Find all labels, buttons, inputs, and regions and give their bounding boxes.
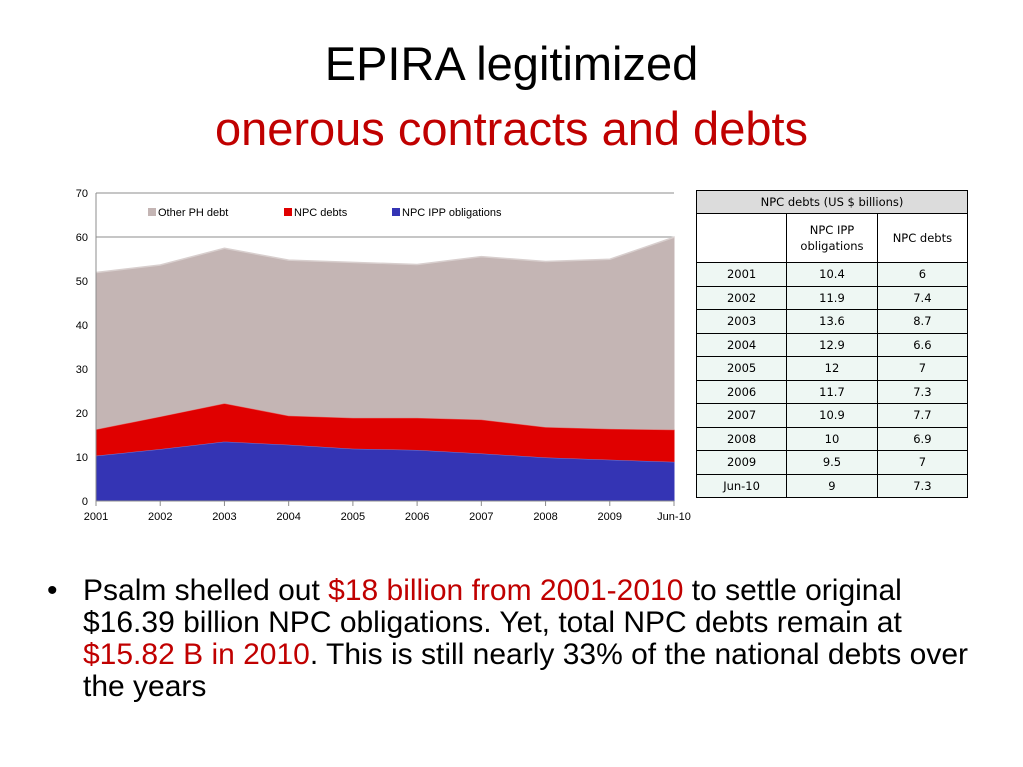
table-cell: 7.3	[876, 379, 969, 404]
legend-swatch	[284, 208, 292, 216]
y-tick-label: 10	[76, 452, 88, 464]
table-row: 2002 11.9 7.4	[695, 285, 969, 310]
table-cell: 2005	[695, 356, 788, 381]
table-cell: 6.6	[876, 332, 969, 357]
y-tick-label: 20	[76, 408, 88, 420]
y-tick-label: 70	[76, 188, 88, 200]
legend-swatch	[148, 208, 156, 216]
y-tick-label: 0	[82, 496, 88, 508]
y-tick-label: 50	[76, 276, 88, 288]
table-row: 2008 10 6.9	[695, 426, 969, 451]
x-tick-label: 2007	[469, 511, 493, 523]
table-header-ipp: NPC IPP obligations	[786, 213, 878, 263]
x-tick-label: 2008	[533, 511, 557, 523]
table-cell: 2001	[695, 262, 788, 287]
slide-title: EPIRA legitimized	[324, 37, 699, 90]
table-cell: 2002	[695, 285, 788, 310]
table-cell: 7	[876, 450, 969, 475]
y-tick-label: 60	[76, 232, 88, 244]
bullet-point: • Psalm shelled out $18 billion from 200…	[47, 575, 977, 703]
table-cell: 13.6	[786, 309, 878, 334]
table-cell: 11.7	[786, 379, 878, 404]
table-cell: 9	[786, 473, 878, 498]
x-tick-label: 2004	[276, 511, 300, 523]
x-tick-label: 2003	[212, 511, 236, 523]
table-row: 2006 11.7 7.3	[695, 379, 969, 404]
table-row: 2003 13.6 8.7	[695, 309, 969, 334]
table-cell: 7.3	[876, 473, 969, 498]
legend-label: NPC debts	[294, 207, 348, 219]
table-cell: 7	[876, 356, 969, 381]
x-tick-label: 2006	[405, 511, 429, 523]
table-row: 2009 9.5 7	[695, 450, 969, 475]
y-tick-labels: 0 10 20 30 40 50 60 70	[76, 188, 88, 508]
bullet-text: Psalm shelled out $18 billion from 2001-…	[83, 575, 977, 703]
table-cell: 2009	[695, 450, 788, 475]
y-tick-label: 30	[76, 364, 88, 376]
table-row: 2007 10.9 7.7	[695, 403, 969, 428]
legend-label: Other PH debt	[158, 207, 228, 219]
legend-swatch	[392, 208, 400, 216]
table-row: Jun-10 9 7.3	[695, 473, 969, 498]
bullet-text-part: to settle original $16.39 billion NPC ob…	[83, 574, 902, 639]
stacked-area-chart: 0 10 20 30 40 50 60 70 2001 2002 2003 2004 2005 2006…	[76, 188, 691, 523]
table-cell: 2004	[695, 332, 788, 357]
table-header-year	[695, 213, 788, 263]
legend: Other PH debt NPC debts NPC IPP obligation…	[148, 207, 502, 219]
x-tick-label: 2001	[84, 511, 108, 523]
bullet-highlight: $18 billion from 2001-2010	[328, 574, 684, 607]
table-cell: 2003	[695, 309, 788, 334]
table-cell: 2008	[695, 426, 788, 451]
bullet-highlight: $15.82 B in 2010	[83, 638, 310, 671]
table-row: 2005 12 7	[695, 356, 969, 381]
slide-subtitle: onerous contracts and debts	[214, 102, 809, 155]
x-tick-label: 2002	[148, 511, 172, 523]
x-tick-label: 2009	[598, 511, 622, 523]
table-row: 2001 10.4 6	[695, 262, 969, 287]
x-tick-label: Jun-10	[657, 511, 691, 523]
axes	[95, 193, 675, 506]
y-tick-label: 40	[76, 320, 88, 332]
table-cell: 10.4	[786, 262, 878, 287]
table-cell: 8.7	[876, 309, 969, 334]
table-cell: 9.5	[786, 450, 878, 475]
table-cell: 12	[786, 356, 878, 381]
table-row: 2004 12.9 6.6	[695, 332, 969, 357]
table-cell: 10.9	[786, 403, 878, 428]
table-cell: 7.7	[876, 403, 969, 428]
x-tick-labels: 2001 2002 2003 2004 2005 2006 2007 2008 2009 Jun-…	[84, 511, 691, 523]
table-header-npc: NPC debts	[876, 213, 969, 263]
bullet-text-part: Psalm shelled out	[83, 574, 329, 607]
bullet-text-part: . This is still nearly 33% of the nation…	[83, 638, 968, 703]
table-caption: NPC debts (US $ billions)	[696, 190, 968, 214]
table-body: 2001 10.4 6 2002 11.9 7.4 2003 13.6 8.7 2004 12.9 6…	[695, 262, 969, 498]
npc-debts-table: NPC debts (US $ billions) NPC IPP obliga…	[695, 190, 969, 498]
table-cell: 2007	[695, 403, 788, 428]
table-cell: 6	[876, 262, 969, 287]
area-other-ph-debt	[95, 236, 675, 430]
bullet-symbol: •	[47, 574, 58, 607]
table-cell: 11.9	[786, 285, 878, 310]
area-series	[95, 236, 675, 502]
table-cell: Jun-10	[695, 473, 788, 498]
table-cell: 10	[786, 426, 878, 451]
x-tick-label: 2005	[341, 511, 365, 523]
table-cell: 2006	[695, 379, 788, 404]
legend-label: NPC IPP obligations	[402, 207, 502, 219]
table-cell: 12.9	[786, 332, 878, 357]
area-top-edge	[95, 236, 675, 274]
table-cell: 6.9	[876, 426, 969, 451]
table-cell: 7.4	[876, 285, 969, 310]
